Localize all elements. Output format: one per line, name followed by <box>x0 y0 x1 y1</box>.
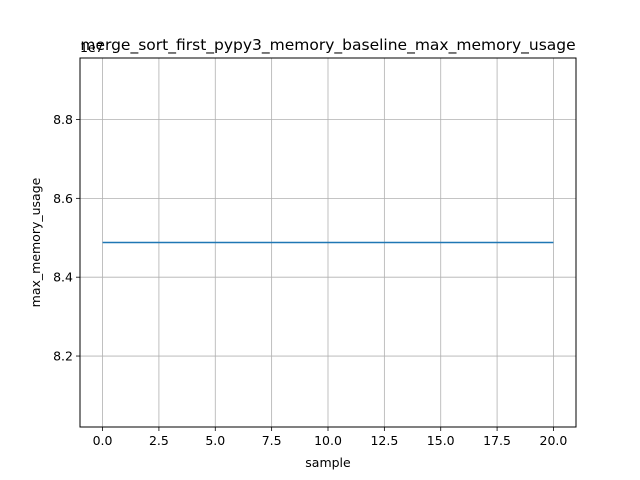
y-axis-label: max_memory_usage <box>28 177 43 307</box>
chart-title: merge_sort_first_pypy3_memory_baseline_m… <box>80 36 575 55</box>
x-tick-label: 17.5 <box>483 433 511 448</box>
x-axis-ticks: 0.0 2.5 5.0 7.5 10.0 12.5 15.0 17.5 20.0 <box>93 427 568 448</box>
x-tick-label: 12.5 <box>370 433 398 448</box>
y-tick-label: 8.2 <box>53 349 73 364</box>
x-tick-label: 7.5 <box>262 433 282 448</box>
x-tick-label: 10.0 <box>314 433 342 448</box>
y-axis-ticks: 8.2 8.4 8.6 8.8 <box>53 112 80 364</box>
y-tick-label: 8.6 <box>53 191 73 206</box>
y-axis-offset-label: 1e7 <box>80 40 104 55</box>
x-tick-label: 15.0 <box>427 433 455 448</box>
x-axis-label: sample <box>305 455 351 470</box>
y-tick-label: 8.4 <box>53 270 73 285</box>
x-tick-label: 0.0 <box>93 433 113 448</box>
y-tick-label: 8.8 <box>53 112 73 127</box>
x-tick-label: 5.0 <box>205 433 225 448</box>
x-tick-label: 20.0 <box>540 433 568 448</box>
x-tick-label: 2.5 <box>149 433 169 448</box>
